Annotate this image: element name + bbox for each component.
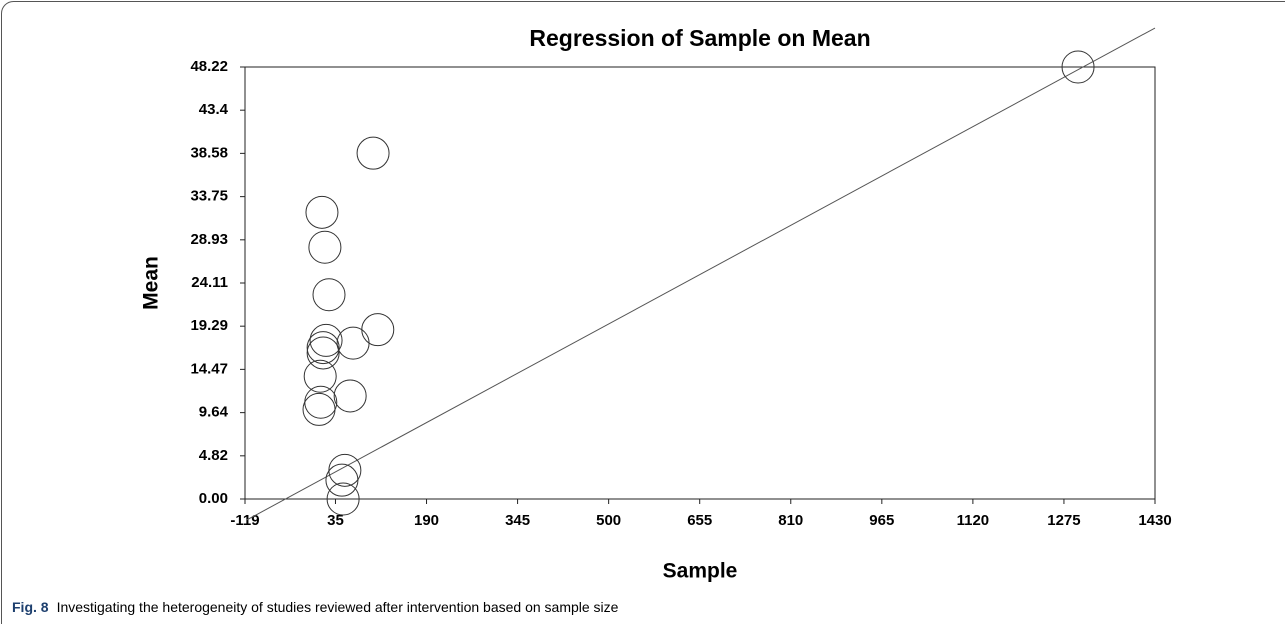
x-tick-label: 1275 xyxy=(1047,512,1080,529)
x-tick-label: 190 xyxy=(414,512,439,529)
plot-frame xyxy=(245,67,1155,499)
x-tick-label: 1430 xyxy=(1138,512,1171,529)
point xyxy=(334,380,366,412)
y-tick-label: 38.58 xyxy=(190,144,228,161)
x-tick-label: 500 xyxy=(596,512,621,529)
x-tick-label: 810 xyxy=(778,512,803,529)
y-tick-label: 33.75 xyxy=(190,188,228,205)
y-tick-label: 4.82 xyxy=(199,447,228,464)
point xyxy=(357,137,389,169)
y-tick-label: 43.4 xyxy=(199,101,229,118)
x-tick-label: 655 xyxy=(687,512,712,529)
caption-label: Fig. 8 xyxy=(12,599,49,615)
point xyxy=(362,314,394,346)
y-tick-label: 48.22 xyxy=(190,58,228,75)
point xyxy=(306,196,338,228)
y-tick-label: 14.47 xyxy=(190,360,228,377)
point xyxy=(305,386,337,418)
chart-title: Regression of Sample on Mean xyxy=(529,25,870,51)
y-tick-label: 19.29 xyxy=(190,317,228,334)
x-axis-label: Sample xyxy=(663,560,738,583)
regression-line xyxy=(247,28,1155,520)
y-tick-label: 28.93 xyxy=(190,231,228,248)
x-tick-label: 965 xyxy=(869,512,894,529)
caption: Fig. 8 Investigating the heterogeneity of… xyxy=(12,599,619,615)
point xyxy=(307,337,339,369)
x-tick-label: 345 xyxy=(505,512,530,529)
caption-text: Investigating the heterogeneity of studi… xyxy=(57,599,619,615)
y-tick-label: 24.11 xyxy=(191,274,228,291)
point xyxy=(304,360,336,392)
x-tick-label: -119 xyxy=(230,512,259,529)
y-tick-label: 9.64 xyxy=(199,404,229,421)
y-axis-label: Mean xyxy=(140,256,163,310)
point xyxy=(313,279,345,311)
x-tick-label: 1120 xyxy=(957,512,990,529)
point xyxy=(329,454,361,486)
point xyxy=(309,231,341,263)
y-tick-label: 0.00 xyxy=(199,490,228,507)
point xyxy=(326,464,358,496)
point xyxy=(303,393,335,425)
